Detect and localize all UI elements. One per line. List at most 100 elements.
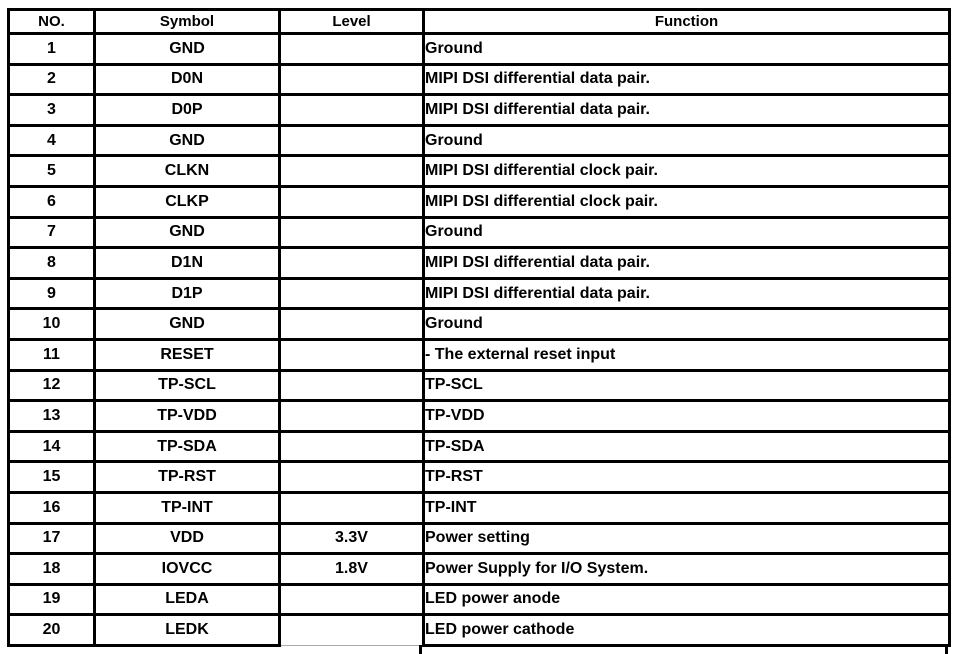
cell-function: MIPI DSI differential clock pair.	[422, 154, 951, 188]
cell-symbol: TP-SCL	[93, 368, 281, 403]
table-header: NO. Symbol Level Function	[7, 8, 951, 35]
cell-function: Power Supply for I/O System.	[422, 552, 951, 586]
table-row: 5 CLKN MIPI DSI differential clock pair.	[7, 154, 951, 188]
cell-symbol: GND	[93, 32, 281, 66]
cell-no: 6	[7, 184, 96, 219]
cell-no: 10	[7, 307, 96, 341]
cell-function: TP-VDD	[422, 399, 951, 433]
table-row: 3 D0P MIPI DSI differential data pair.	[7, 93, 951, 127]
table-row: 2 D0N MIPI DSI differential data pair.	[7, 62, 951, 97]
cell-no: 8	[7, 246, 96, 280]
cell-symbol: LEDA	[93, 582, 281, 617]
cell-function: Ground	[422, 215, 951, 250]
table-row: 1 GND Ground	[7, 32, 951, 66]
cell-level: 1.8V	[278, 552, 425, 586]
cell-function: Power setting	[422, 521, 951, 556]
cell-symbol: TP-VDD	[93, 399, 281, 433]
cell-no: 2	[7, 62, 96, 97]
cell-level	[278, 460, 425, 494]
pin-table-body: 1 GND Ground 2 D0N MIPI DSI differential…	[7, 32, 951, 647]
table-row: 13 TP-VDD TP-VDD	[7, 399, 951, 433]
cell-symbol: GND	[93, 123, 281, 158]
cell-no: 17	[7, 521, 96, 556]
cell-symbol: TP-RST	[93, 460, 281, 494]
cell-function: TP-INT	[422, 490, 951, 525]
cell-level	[278, 368, 425, 403]
cell-level	[278, 337, 425, 372]
cell-level	[278, 490, 425, 525]
table-cutoff-border-stub	[419, 645, 422, 654]
cell-no: 11	[7, 337, 96, 372]
cell-no: 12	[7, 368, 96, 403]
cell-level: 3.3V	[278, 521, 425, 556]
table-row: 20 LEDK LED power cathode	[7, 613, 951, 647]
table-row: 6 CLKP MIPI DSI differential clock pair.	[7, 184, 951, 219]
cell-level	[278, 93, 425, 127]
cell-no: 18	[7, 552, 96, 586]
cell-no: 4	[7, 123, 96, 158]
cell-function: TP-SCL	[422, 368, 951, 403]
cell-no: 5	[7, 154, 96, 188]
cell-function: - The external reset input	[422, 337, 951, 372]
table-row: 15 TP-RST TP-RST	[7, 460, 951, 494]
cell-function: Ground	[422, 123, 951, 158]
cell-level	[278, 399, 425, 433]
cell-level	[278, 123, 425, 158]
table-row: 4 GND Ground	[7, 123, 951, 158]
table-row: 16 TP-INT TP-INT	[7, 490, 951, 525]
column-header-level: Level	[278, 8, 425, 35]
cell-symbol: TP-SDA	[93, 429, 281, 464]
cell-symbol: GND	[93, 215, 281, 250]
cell-level	[278, 62, 425, 97]
cell-function: LED power cathode	[422, 613, 951, 647]
cell-function: Ground	[422, 307, 951, 341]
cell-level	[278, 246, 425, 280]
cell-function: Ground	[422, 32, 951, 66]
cell-no: 9	[7, 276, 96, 311]
cell-level	[278, 184, 425, 219]
cell-no: 16	[7, 490, 96, 525]
column-header-function: Function	[422, 8, 951, 35]
column-header-no: NO.	[7, 8, 96, 35]
cell-no: 3	[7, 93, 96, 127]
table-row: 17 VDD 3.3V Power setting	[7, 521, 951, 556]
cell-function: MIPI DSI differential clock pair.	[422, 184, 951, 219]
table-row: 10 GND Ground	[7, 307, 951, 341]
cell-level	[278, 215, 425, 250]
column-header-symbol: Symbol	[93, 8, 281, 35]
cell-no: 7	[7, 215, 96, 250]
table-row: 18 IOVCC 1.8V Power Supply for I/O Syste…	[7, 552, 951, 586]
cell-level	[278, 613, 425, 646]
table-row: 19 LEDA LED power anode	[7, 582, 951, 617]
cell-symbol: TP-INT	[93, 490, 281, 525]
cell-no: 1	[7, 32, 96, 66]
cell-function: LED power anode	[422, 582, 951, 617]
table-row: 12 TP-SCL TP-SCL	[7, 368, 951, 403]
cell-level	[278, 429, 425, 464]
table-header-row: NO. Symbol Level Function	[7, 8, 951, 35]
cell-level	[278, 276, 425, 311]
cell-function: MIPI DSI differential data pair.	[422, 62, 951, 97]
table-row: 11 RESET - The external reset input	[7, 337, 951, 372]
cell-function: MIPI DSI differential data pair.	[422, 93, 951, 127]
table-row: 9 D1P MIPI DSI differential data pair.	[7, 276, 951, 311]
table-row: 8 D1N MIPI DSI differential data pair.	[7, 246, 951, 280]
cell-symbol: D0N	[93, 62, 281, 97]
pin-definition-table: NO. Symbol Level Function 1 GND Ground 2…	[7, 8, 951, 647]
cell-symbol: IOVCC	[93, 552, 281, 586]
table-cutoff-border-stub	[945, 645, 948, 654]
cell-level	[278, 582, 425, 617]
cell-symbol: CLKN	[93, 154, 281, 188]
cell-no: 15	[7, 460, 96, 494]
cell-no: 13	[7, 399, 96, 433]
cell-symbol: D0P	[93, 93, 281, 127]
cell-symbol: D1N	[93, 246, 281, 280]
table-row: 14 TP-SDA TP-SDA	[7, 429, 951, 464]
cell-no: 20	[7, 613, 96, 647]
cell-function: TP-RST	[422, 460, 951, 494]
cell-symbol: RESET	[93, 337, 281, 372]
cell-function: MIPI DSI differential data pair.	[422, 276, 951, 311]
cell-level	[278, 307, 425, 341]
cell-level	[278, 32, 425, 66]
